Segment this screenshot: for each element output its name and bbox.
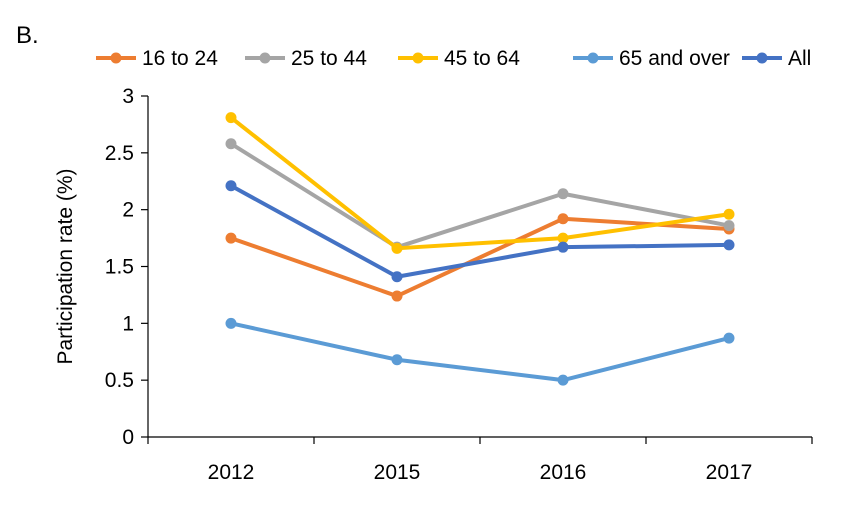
legend-label: 65 and over	[619, 47, 730, 70]
data-point	[557, 188, 569, 200]
legend-item: 65 and over	[573, 47, 730, 70]
legend-label: All	[788, 47, 811, 70]
y-tick-label: 0	[122, 426, 134, 449]
data-point	[723, 220, 735, 232]
legend-label: 16 to 24	[142, 47, 218, 70]
legend-swatch-marker	[756, 52, 768, 64]
legend: 16 to 24 25 to 44 45 to 64 65 and over All	[96, 47, 811, 70]
legend-swatch-marker	[110, 52, 122, 64]
data-point	[225, 317, 237, 329]
panel-label: B.	[16, 22, 39, 49]
x-tick-label: 2017	[706, 461, 753, 484]
series-line	[229, 116, 730, 251]
series-all	[225, 180, 735, 283]
series-line	[229, 142, 730, 250]
y-axis-title: Participation rate (%)	[54, 168, 77, 364]
legend-label: 25 to 44	[291, 47, 367, 70]
data-point	[723, 239, 735, 251]
series-25-to-44	[225, 138, 735, 253]
data-point	[391, 354, 403, 366]
data-point	[225, 112, 237, 124]
data-point	[391, 242, 403, 254]
series-65-and-over	[225, 317, 735, 386]
legend-item: 25 to 44	[245, 47, 367, 70]
series-line	[230, 216, 730, 299]
legend-item: All	[742, 47, 811, 70]
y-tick-label: 0.5	[105, 369, 134, 392]
data-point	[723, 332, 735, 344]
legend-label: 45 to 64	[444, 47, 520, 70]
x-tick-label: 2015	[374, 461, 421, 484]
series-line	[230, 184, 730, 279]
data-point	[391, 271, 403, 283]
series-16-to-24	[225, 213, 735, 302]
axes: 0 0.5 1 1.5 2 2.5 3 2012 2015 2016 2017 Participati…	[54, 85, 813, 484]
data-point	[225, 138, 237, 150]
legend-swatch-marker	[259, 52, 271, 64]
y-tick-label: 2.5	[105, 142, 134, 165]
legend-swatch-marker	[412, 52, 424, 64]
y-tick-label: 2	[122, 199, 134, 222]
series-layer	[225, 112, 735, 386]
data-point	[557, 213, 569, 225]
data-point	[225, 232, 237, 244]
y-tick-label: 3	[122, 85, 134, 108]
data-point	[723, 208, 735, 220]
data-point	[557, 241, 569, 253]
data-point	[557, 232, 569, 244]
series-45-to-64	[225, 112, 735, 254]
x-tick-label: 2012	[208, 461, 255, 484]
x-tick-label: 2016	[540, 461, 587, 484]
data-point	[557, 374, 569, 386]
legend-item: 45 to 64	[398, 47, 520, 70]
data-point	[225, 180, 237, 192]
legend-swatch-marker	[587, 52, 599, 64]
data-point	[391, 290, 403, 302]
series-line	[230, 321, 730, 383]
y-tick-label: 1	[122, 312, 134, 335]
y-tick-label: 1.5	[105, 256, 134, 279]
legend-item: 16 to 24	[96, 47, 218, 70]
